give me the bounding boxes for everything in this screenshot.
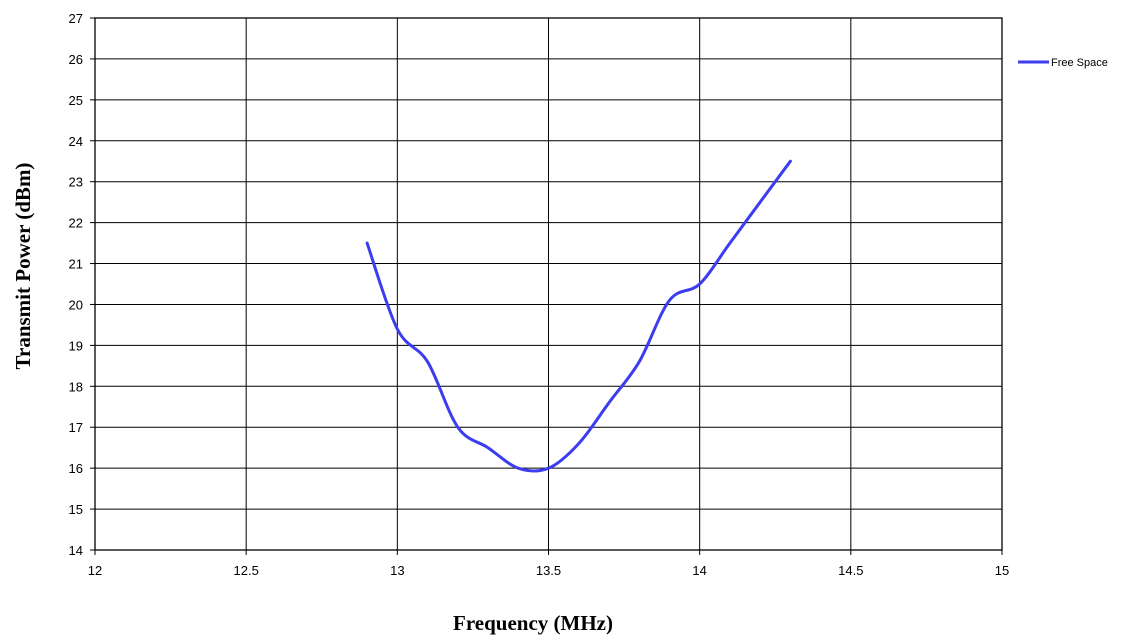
y-tick-label: 18 [69, 379, 83, 394]
x-tick-label: 15 [995, 563, 1009, 578]
y-tick-label: 26 [69, 52, 83, 67]
x-axis-title: Frequency (MHz) [453, 611, 613, 635]
x-tick-label: 13 [390, 563, 404, 578]
y-tick-label: 24 [69, 134, 83, 149]
y-axis-ticks: 14 15 16 17 18 19 20 21 22 23 24 25 26 27 [69, 11, 95, 558]
y-axis-title: Transmit Power (dBm) [11, 163, 35, 370]
legend-label: Free Space [1051, 57, 1108, 69]
series-line [365, 159, 792, 473]
y-tick-label: 21 [69, 257, 83, 272]
y-tick-label: 23 [69, 175, 83, 190]
x-tick-label: 14 [692, 563, 706, 578]
x-axis-ticks: 12 12.5 13 13.5 14 14.5 15 [88, 550, 1009, 578]
y-tick-label: 14 [69, 543, 83, 558]
x-tick-label: 12 [88, 563, 102, 578]
legend: Free Space [1018, 57, 1108, 69]
y-tick-label: 27 [69, 11, 83, 26]
y-tick-label: 16 [69, 461, 83, 476]
grid-lines [94, 17, 1003, 551]
y-tick-label: 25 [69, 93, 83, 108]
y-tick-label: 19 [69, 338, 83, 353]
y-tick-label: 20 [69, 297, 83, 312]
x-tick-label: 13.5 [536, 563, 561, 578]
y-tick-label: 17 [69, 420, 83, 435]
x-tick-label: 14.5 [838, 563, 863, 578]
series-lines [365, 159, 792, 473]
x-tick-label: 12.5 [234, 563, 259, 578]
y-tick-label: 22 [69, 216, 83, 231]
y-tick-label: 15 [69, 502, 83, 517]
